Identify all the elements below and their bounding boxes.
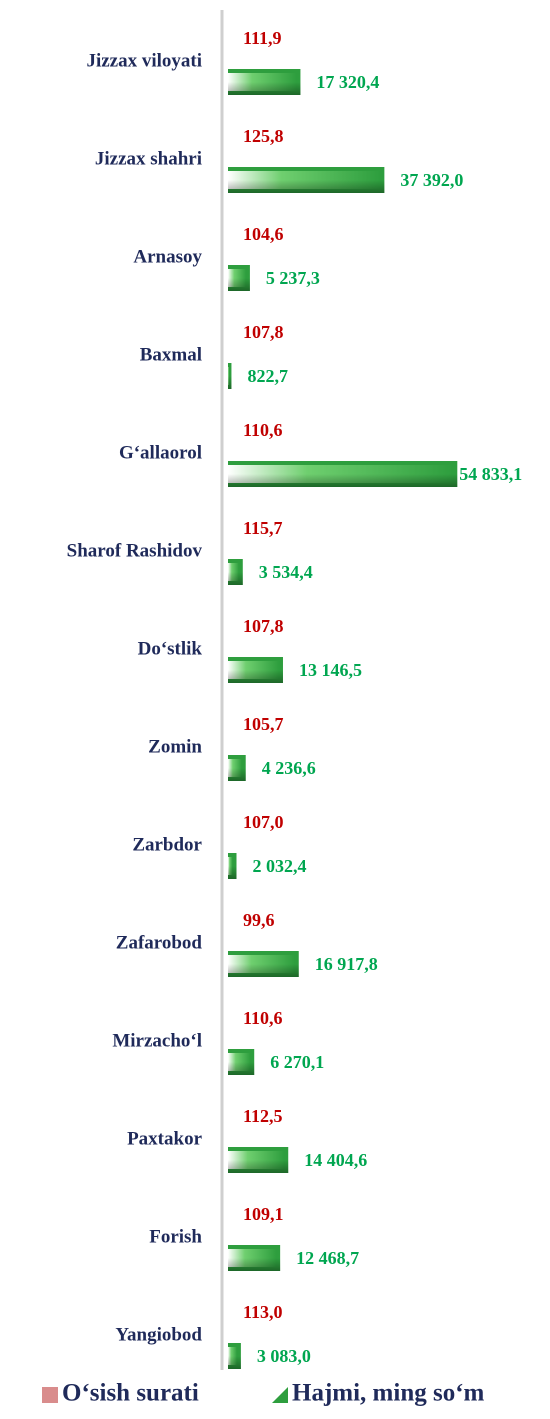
bar-shade bbox=[228, 755, 246, 781]
volume-label: 14 404,6 bbox=[304, 1150, 367, 1170]
legend-label: Hajmi, ming so‘m bbox=[292, 1380, 485, 1407]
bar-shade bbox=[228, 1147, 289, 1173]
category-label: Yangiobod bbox=[115, 1324, 202, 1345]
volume-label: 12 468,7 bbox=[296, 1248, 359, 1268]
rate-label: 110,6 bbox=[243, 420, 283, 440]
legend-swatch bbox=[272, 1387, 288, 1403]
volume-label: 16 917,8 bbox=[315, 954, 378, 974]
legend-label: O‘sish surati bbox=[62, 1380, 199, 1407]
category-label: Zarbdor bbox=[132, 834, 202, 855]
volume-label: 5 237,3 bbox=[266, 268, 320, 288]
rate-label: 115,7 bbox=[243, 518, 283, 538]
category-label: Mirzacho‘l bbox=[112, 1030, 202, 1051]
rate-label: 113,0 bbox=[243, 1302, 283, 1322]
rate-label: 107,0 bbox=[243, 812, 284, 832]
volume-label: 6 270,1 bbox=[270, 1052, 324, 1072]
rate-label: 107,8 bbox=[243, 616, 284, 636]
legend-swatch bbox=[42, 1387, 58, 1403]
bar-shade bbox=[228, 167, 385, 193]
rate-label: 107,8 bbox=[243, 322, 284, 342]
bar-shade bbox=[228, 657, 283, 683]
bar-shade bbox=[228, 559, 243, 585]
bar-shade bbox=[228, 853, 237, 879]
volume-label: 3 083,0 bbox=[257, 1346, 311, 1366]
bar-shade bbox=[228, 265, 250, 291]
category-label: Paxtakor bbox=[127, 1128, 203, 1149]
rate-label: 105,7 bbox=[243, 714, 284, 734]
rate-label: 112,5 bbox=[243, 1106, 283, 1126]
category-label: Do‘stlik bbox=[138, 638, 203, 659]
rate-label: 111,9 bbox=[243, 28, 282, 48]
rate-label: 104,6 bbox=[243, 224, 284, 244]
volume-label: 2 032,4 bbox=[252, 856, 306, 876]
category-label: Baxmal bbox=[140, 344, 202, 365]
category-label: Jizzax shahri bbox=[95, 148, 202, 169]
category-label: Sharof Rashidov bbox=[67, 540, 203, 561]
category-label: Zomin bbox=[148, 736, 202, 757]
bar-shade bbox=[228, 951, 299, 977]
rate-label: 99,6 bbox=[243, 910, 275, 930]
rate-label: 110,6 bbox=[243, 1008, 283, 1028]
volume-label: 3 534,4 bbox=[259, 562, 313, 582]
volume-label: 37 392,0 bbox=[400, 170, 463, 190]
rate-label: 125,8 bbox=[243, 126, 284, 146]
bar-shade bbox=[228, 69, 301, 95]
volume-label: 13 146,5 bbox=[299, 660, 362, 680]
category-label: Jizzax viloyati bbox=[86, 50, 202, 71]
bar-shade bbox=[228, 363, 232, 389]
category-label: Arnasoy bbox=[133, 246, 202, 267]
category-label: Forish bbox=[149, 1226, 202, 1247]
rate-label: 109,1 bbox=[243, 1204, 284, 1224]
volume-label: 822,7 bbox=[247, 366, 287, 386]
category-label: G‘allaorol bbox=[119, 442, 202, 463]
volume-label: 4 236,6 bbox=[262, 758, 316, 778]
bar-shade bbox=[228, 1245, 281, 1271]
bar-shade bbox=[228, 461, 458, 487]
volume-label: 17 320,4 bbox=[316, 72, 379, 92]
bar-shade bbox=[228, 1343, 241, 1369]
category-label: Zafarobod bbox=[116, 932, 203, 953]
bar-shade bbox=[228, 1049, 255, 1075]
volume-label: 54 833,1 bbox=[459, 464, 522, 484]
